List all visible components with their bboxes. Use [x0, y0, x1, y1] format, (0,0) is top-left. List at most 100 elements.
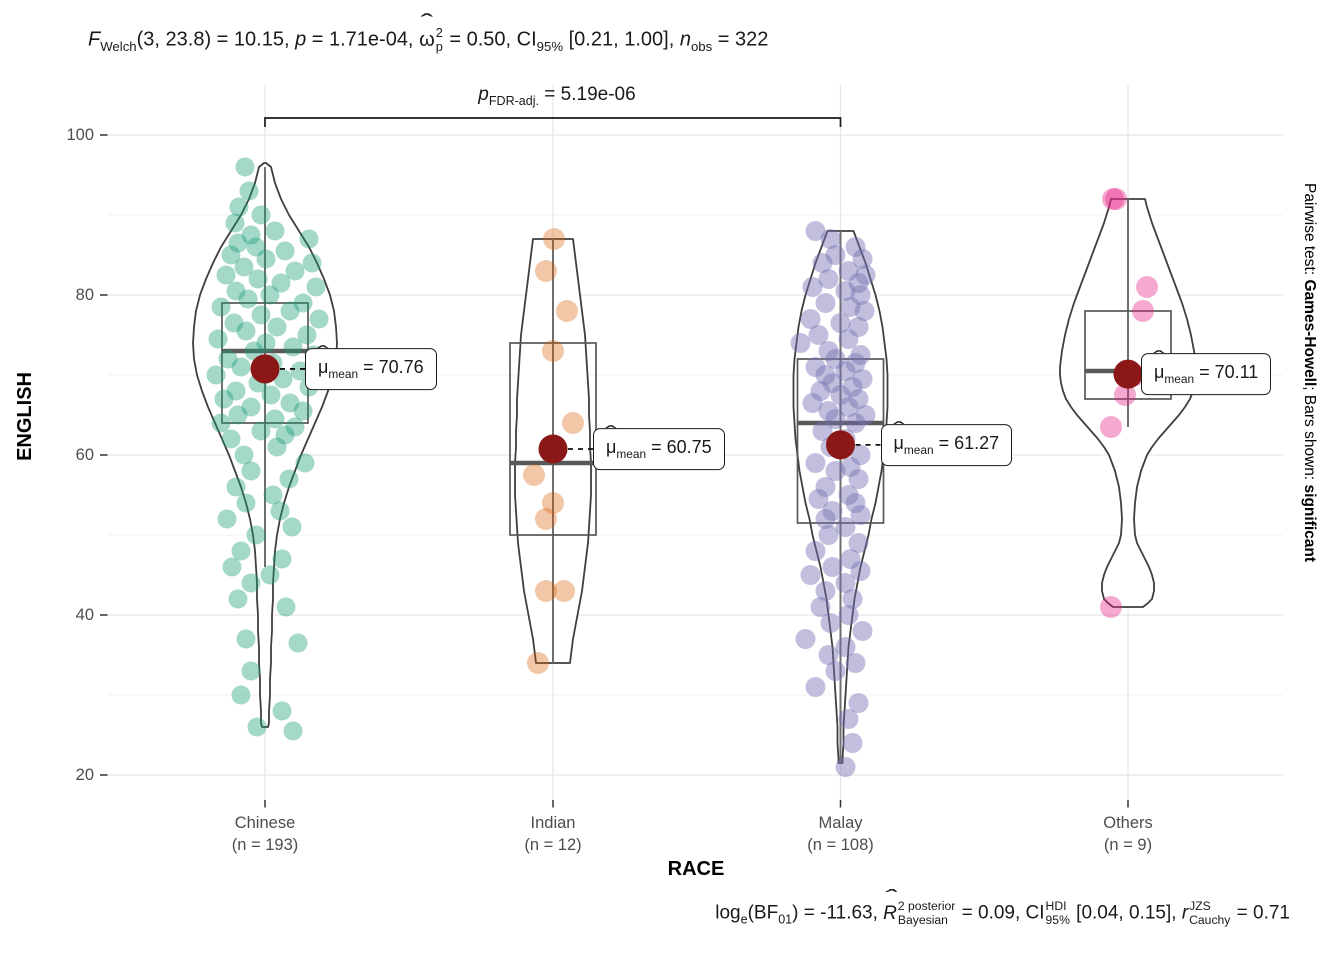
data-point [235, 157, 255, 177]
data-point [211, 413, 231, 433]
data-point [810, 597, 831, 617]
data-point [855, 265, 876, 285]
y-tick-label: 100 [66, 126, 94, 144]
data-point [815, 581, 836, 601]
data-point [835, 517, 856, 537]
x-tick-label-others: Others (n = 9) [1103, 814, 1153, 855]
data-point [293, 401, 313, 421]
data-point [214, 389, 234, 409]
data-point [840, 457, 861, 477]
data-point [271, 273, 291, 293]
data-point [812, 421, 833, 441]
data-point [293, 293, 313, 313]
data-point [527, 652, 549, 674]
y-tick-label: 60 [75, 446, 94, 464]
pairwise-test-note: Pairwise test: Games-Howell; Bars shown:… [1301, 183, 1318, 563]
data-point [850, 285, 871, 305]
data-point [805, 357, 826, 377]
data-point [239, 181, 259, 201]
data-point [226, 381, 246, 401]
data-point [275, 425, 295, 445]
data-point [206, 365, 226, 385]
data-point [556, 300, 578, 322]
y-tick-label: 20 [75, 766, 94, 784]
data-point [251, 205, 271, 225]
y-tick-label: 40 [75, 606, 94, 624]
data-point [226, 281, 246, 301]
data-point [825, 461, 846, 481]
data-point [808, 325, 829, 345]
data-point [818, 525, 839, 545]
data-point [309, 309, 329, 329]
data-point [842, 589, 863, 609]
mean-label-malay: μmean = 61.27 [880, 423, 1013, 466]
data-point [805, 453, 826, 473]
data-point [825, 409, 846, 429]
data-point [285, 261, 305, 281]
data-point [247, 717, 267, 737]
data-point [241, 397, 261, 417]
data-point [818, 341, 839, 361]
data-point [838, 397, 859, 417]
data-point [840, 549, 861, 569]
data-point [825, 349, 846, 369]
data-point [805, 677, 826, 697]
data-point [850, 505, 871, 525]
data-point [225, 213, 245, 233]
data-point [263, 485, 283, 505]
data-point [218, 349, 238, 369]
data-point [815, 477, 836, 497]
data-point [795, 629, 816, 649]
data-point [848, 389, 869, 409]
data-point [838, 605, 859, 625]
data-point [790, 333, 811, 353]
data-point [236, 321, 256, 341]
mean-point-chinese [250, 354, 280, 384]
data-point [850, 561, 871, 581]
data-point [815, 509, 836, 529]
data-point [845, 353, 866, 373]
data-point [290, 361, 310, 381]
data-point [835, 281, 856, 301]
mean-point-malay [826, 430, 855, 460]
data-point [812, 253, 833, 273]
data-point [297, 325, 317, 345]
data-point [822, 557, 843, 577]
data-point [267, 437, 287, 457]
data-point [818, 401, 839, 421]
data-point [820, 613, 841, 633]
data-point [211, 297, 231, 317]
data-point [848, 273, 869, 293]
data-point [1136, 276, 1158, 298]
data-point [835, 757, 856, 777]
data-point [818, 645, 839, 665]
data-point [838, 709, 859, 729]
data-point [275, 241, 295, 261]
data-point [226, 477, 246, 497]
data-point [299, 229, 319, 249]
data-point [822, 373, 843, 393]
data-point [221, 429, 241, 449]
data-point [838, 329, 859, 349]
data-point [535, 260, 557, 282]
data-point [848, 317, 869, 337]
data-point [228, 405, 248, 425]
data-point [306, 277, 326, 297]
data-point [800, 309, 821, 329]
data-point [267, 317, 287, 337]
data-point [835, 637, 856, 657]
data-point [840, 297, 861, 317]
data-point [265, 221, 285, 241]
data-point [228, 589, 248, 609]
data-point [222, 557, 242, 577]
data-point [272, 701, 292, 721]
data-point [265, 409, 285, 429]
data-point [848, 693, 869, 713]
data-point [279, 469, 299, 489]
data-point [228, 233, 248, 253]
data-point [236, 629, 256, 649]
data-point [845, 237, 866, 257]
data-point [852, 249, 873, 269]
data-point [260, 565, 280, 585]
data-point [850, 345, 871, 365]
